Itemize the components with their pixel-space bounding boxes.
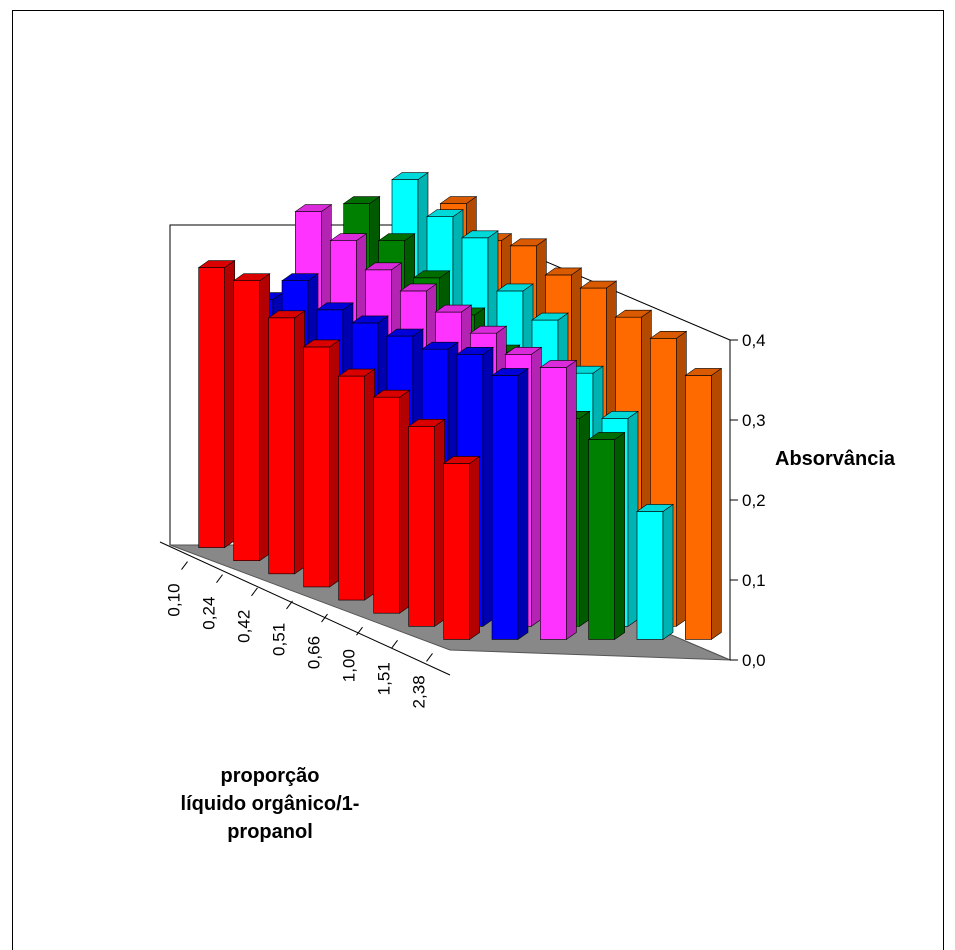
bar-side	[259, 273, 270, 562]
bar-front	[408, 426, 435, 627]
bar-front	[588, 439, 615, 640]
bar-top	[232, 273, 271, 281]
y-axis-title: Absorvância	[775, 448, 896, 470]
x-tick-label: 0,42	[235, 610, 254, 643]
bar-top	[386, 328, 424, 337]
bar-top	[544, 267, 583, 276]
bar-top	[316, 302, 354, 311]
bar-side	[469, 455, 480, 641]
bar-top	[509, 238, 548, 247]
x-tick-label: 1,00	[340, 649, 359, 682]
bar-top	[364, 262, 403, 271]
bar-side	[517, 367, 529, 641]
x-axis-title: proporção líquido orgânico/1- propanol	[110, 762, 430, 846]
x-tick-label: 0,51	[270, 623, 289, 656]
x-tick	[181, 561, 188, 570]
bar-top	[456, 347, 494, 355]
y-tick-label: 0,1	[742, 571, 766, 590]
x-tick	[321, 613, 328, 623]
bar-top	[351, 315, 389, 324]
bar-side	[662, 503, 674, 641]
bar-top	[614, 309, 653, 318]
x-tick	[391, 640, 398, 649]
bar-front	[636, 511, 664, 640]
x-tick	[286, 600, 293, 610]
bar-top	[197, 260, 236, 268]
bar-front	[338, 375, 365, 601]
x-tick	[216, 574, 223, 583]
bar-top	[267, 310, 306, 319]
bar-front	[268, 317, 295, 575]
bar-top	[469, 325, 508, 334]
bar-top	[491, 368, 529, 376]
bar-top	[294, 204, 333, 212]
bar-top	[636, 504, 674, 512]
bar-top	[421, 341, 459, 350]
bar-side	[482, 346, 494, 627]
x-tick	[426, 653, 433, 662]
bar-side	[566, 359, 577, 641]
bar-side	[399, 389, 410, 614]
bar-top	[337, 368, 376, 377]
x-tick-label: 1,51	[375, 662, 394, 695]
x-tick-label: 0,10	[165, 583, 184, 616]
bar-front	[303, 346, 330, 588]
bar-top	[531, 312, 569, 321]
bar-front	[491, 375, 519, 640]
bar-side	[614, 431, 625, 641]
bar-top	[539, 360, 578, 368]
bar-front	[540, 367, 567, 640]
bar-side	[434, 418, 445, 627]
bar-side	[627, 410, 639, 627]
x-tick	[356, 626, 363, 636]
bar-top	[407, 419, 446, 427]
bar-top	[496, 283, 534, 292]
bar-side	[294, 310, 305, 575]
bar-top	[377, 233, 416, 241]
bar-side	[579, 410, 590, 627]
bar-top	[649, 331, 688, 339]
bar-top	[281, 273, 319, 281]
bar-top	[442, 456, 481, 464]
bar-front	[233, 280, 260, 561]
x-tick-label: 2,38	[410, 675, 429, 708]
bar-side	[224, 259, 235, 549]
y-tick-label: 0,4	[742, 331, 766, 350]
bar-front	[198, 267, 225, 548]
bar-top	[434, 304, 473, 313]
y-tick-label: 0,2	[742, 491, 766, 510]
bar-front	[685, 375, 712, 640]
y-tick-label: 0,0	[742, 651, 766, 670]
bar-top	[391, 172, 429, 180]
bar-side	[531, 346, 542, 627]
x-axis-line	[159, 541, 451, 676]
bar-side	[329, 339, 340, 588]
bar-top	[601, 411, 639, 419]
bar-top	[372, 389, 411, 398]
bar-top	[461, 230, 499, 239]
bar-front	[373, 396, 400, 614]
bar-top	[579, 280, 618, 289]
bar-top	[439, 196, 478, 204]
y-tick-label: 0,3	[742, 411, 766, 430]
bar-top	[342, 196, 381, 204]
bar-top	[399, 283, 438, 292]
bar-top	[412, 270, 451, 279]
chart-frame	[12, 10, 944, 950]
bar-front	[443, 463, 470, 640]
x-axis-title-text: proporção líquido orgânico/1- propanol	[180, 765, 360, 843]
bar-top	[329, 233, 368, 241]
bar-top	[302, 339, 341, 348]
x-tick-label: 0,66	[305, 636, 324, 669]
bar-top	[426, 209, 464, 217]
bar-top	[504, 347, 543, 355]
bar-top	[684, 368, 723, 376]
bar-side	[364, 368, 375, 601]
x-tick-label: 0,24	[200, 597, 219, 630]
bar-side	[711, 367, 722, 641]
x-tick	[251, 587, 258, 597]
bar-top	[587, 432, 626, 440]
